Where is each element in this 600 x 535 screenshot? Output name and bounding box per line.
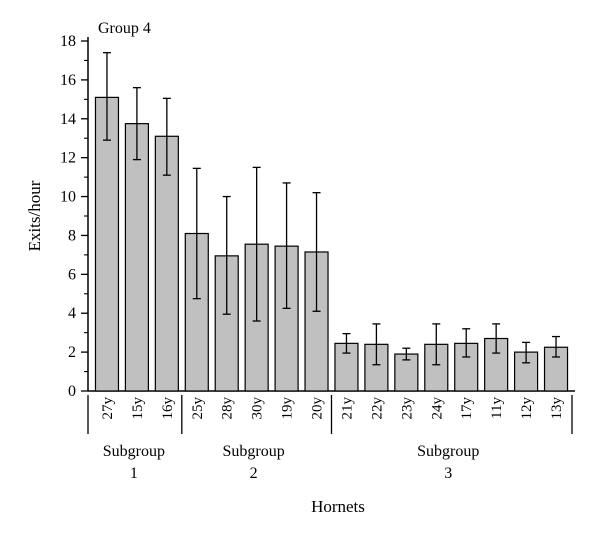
y-tick-label: 6: [68, 266, 76, 283]
group-number: 1: [130, 465, 138, 482]
y-tick-label: 2: [68, 344, 76, 361]
x-tick-label: 30y: [250, 397, 266, 420]
x-tick-label: 19y: [280, 397, 296, 420]
x-tick-label: 12y: [519, 397, 535, 420]
y-tick-label: 18: [60, 33, 76, 50]
x-tick-label: 15y: [130, 397, 146, 420]
bar: [94, 96, 120, 392]
group-label: Subgroup: [223, 443, 285, 460]
y-tick-label: 0: [68, 383, 76, 400]
group-number: 2: [250, 465, 258, 482]
bar: [124, 123, 150, 392]
x-tick-label: 27y: [100, 397, 116, 420]
x-tick-label: 13y: [549, 397, 565, 420]
x-tick-label: 23y: [399, 397, 415, 420]
chart-title: Group 4: [98, 20, 151, 37]
x-tick-label: 20y: [310, 397, 326, 420]
group-label: Subgroup: [103, 443, 165, 460]
y-tick-label: 8: [68, 227, 76, 244]
x-tick-label: 24y: [429, 397, 445, 420]
y-tick-label: 12: [60, 150, 76, 167]
x-tick-label: 11y: [489, 397, 505, 419]
x-tick-label: 28y: [220, 397, 236, 420]
x-tick-label: 22y: [369, 397, 385, 420]
y-axis-label: Exits/hour: [25, 180, 44, 251]
group-number: 3: [444, 465, 452, 482]
y-tick-label: 16: [60, 72, 76, 89]
y-tick-label: 4: [68, 305, 76, 322]
x-tick-label: 25y: [190, 397, 206, 420]
x-axis-label: Hornets: [311, 497, 365, 516]
x-tick-label: 17y: [459, 397, 475, 420]
y-tick-label: 14: [60, 111, 76, 128]
group-label: Subgroup: [417, 443, 479, 460]
x-tick-label: 21y: [339, 397, 355, 420]
x-tick-label: 16y: [160, 397, 176, 420]
y-tick-label: 10: [60, 189, 76, 206]
